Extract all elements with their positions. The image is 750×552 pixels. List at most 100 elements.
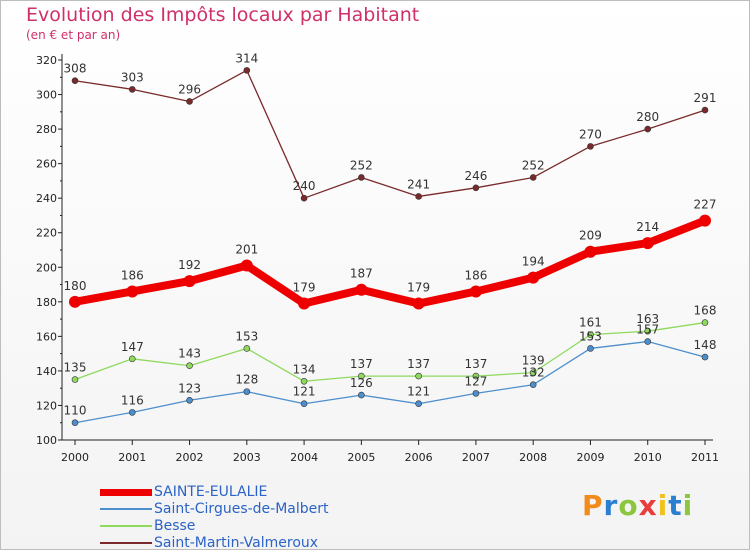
legend: SAINTE-EULALIE Saint-Cirgues-de-Malbert … <box>100 484 430 552</box>
data-point <box>472 184 480 192</box>
data-point <box>701 353 709 361</box>
data-label: 127 <box>464 374 487 388</box>
data-label: 192 <box>178 258 201 272</box>
data-point <box>243 67 251 74</box>
data-label: 291 <box>694 91 717 105</box>
legend-swatch <box>100 508 152 510</box>
data-label: 296 <box>178 82 201 96</box>
data-point <box>186 98 193 105</box>
data-point <box>644 327 652 335</box>
data-point <box>644 338 652 345</box>
x-tick-label: 2005 <box>347 451 375 464</box>
data-label: 135 <box>64 361 87 375</box>
legend-label: Besse <box>154 518 196 534</box>
logo-letter: x <box>638 489 658 522</box>
data-label: 139 <box>522 354 545 368</box>
data-label: 153 <box>235 329 258 343</box>
data-point <box>529 369 537 376</box>
legend-item-sainte-eulalie: SAINTE-EULALIE <box>100 484 430 501</box>
y-tick-label: 100 <box>36 434 57 447</box>
data-point <box>701 319 709 326</box>
legend-swatch <box>100 542 152 544</box>
data-point <box>584 245 597 258</box>
data-label: 303 <box>121 70 144 84</box>
chart-title: Evolution des Impôts locaux par Habitant <box>26 4 420 26</box>
legend-item-saint-cirgues-de-malbert: Saint-Cirgues-de-Malbert <box>100 501 430 518</box>
y-tick-label: 300 <box>36 89 57 102</box>
legend-label: Saint-Martin-Valmeroux <box>154 535 319 551</box>
data-point <box>71 419 79 427</box>
data-label: 123 <box>178 381 201 395</box>
data-label: 161 <box>579 316 602 330</box>
logo-letter: i <box>657 489 669 522</box>
legend-swatch <box>100 489 152 496</box>
data-label: 128 <box>235 373 258 387</box>
data-label: 214 <box>636 220 659 234</box>
data-label: 121 <box>407 385 430 399</box>
data-point <box>300 377 308 385</box>
data-label: 116 <box>121 393 144 407</box>
x-tick-label: 2006 <box>405 451 433 464</box>
data-point <box>186 396 193 404</box>
data-point <box>128 86 136 93</box>
logo-letter: o <box>618 489 639 522</box>
data-point <box>472 372 480 380</box>
data-label: 201 <box>235 243 258 257</box>
data-point <box>587 345 594 352</box>
data-point <box>300 194 308 202</box>
data-label: 137 <box>464 357 487 371</box>
data-point <box>587 331 594 338</box>
series-line-saint-martin-valmeroux <box>74 69 706 199</box>
logo-letter: P <box>582 489 604 522</box>
y-tick-label: 160 <box>36 330 57 343</box>
data-label: 143 <box>178 347 201 361</box>
data-label: 180 <box>64 279 87 293</box>
data-label: 227 <box>694 198 717 212</box>
chart-subtitle: (en € et par an) <box>26 28 121 42</box>
data-label: 148 <box>694 338 717 352</box>
proxiti-logo[interactable]: Proxiti <box>582 489 693 522</box>
data-point <box>415 400 422 408</box>
data-point <box>71 77 79 85</box>
legend-swatch <box>100 525 152 527</box>
data-label: 240 <box>293 179 316 193</box>
x-tick-label: 2002 <box>176 451 204 464</box>
data-point <box>358 372 365 380</box>
data-label: 157 <box>636 323 659 337</box>
data-label: 194 <box>522 255 545 269</box>
data-label: 126 <box>350 376 373 390</box>
data-label: 187 <box>350 267 373 281</box>
data-point <box>358 391 365 399</box>
y-tick-label: 120 <box>36 399 57 412</box>
data-label: 252 <box>522 158 545 172</box>
data-point <box>529 174 537 181</box>
y-tick-label: 260 <box>36 158 57 171</box>
logo-letter: t <box>668 489 683 522</box>
x-tick-label: 2009 <box>576 451 604 464</box>
legend-item-saint-martin-valmeroux: Saint-Martin-Valmeroux <box>100 535 430 552</box>
data-point <box>186 362 193 370</box>
data-point <box>527 271 540 284</box>
data-point <box>128 409 136 416</box>
data-label: 110 <box>64 404 87 418</box>
y-tick-label: 220 <box>36 227 57 240</box>
data-label: 132 <box>522 366 545 380</box>
data-point <box>641 237 654 250</box>
data-label: 186 <box>121 268 144 282</box>
data-point <box>240 259 253 272</box>
data-point <box>71 376 79 383</box>
data-label: 179 <box>293 281 316 295</box>
data-label: 252 <box>350 158 373 172</box>
legend-item-besse: Besse <box>100 518 430 535</box>
y-tick-label: 280 <box>36 123 57 136</box>
y-tick-label: 140 <box>36 365 57 378</box>
x-tick-label: 2011 <box>691 451 719 464</box>
data-point <box>183 275 196 288</box>
logo-letter: r <box>603 489 619 522</box>
data-label: 168 <box>694 304 717 318</box>
data-point <box>529 381 537 389</box>
data-label: 137 <box>407 357 430 371</box>
data-label: 163 <box>636 312 659 326</box>
